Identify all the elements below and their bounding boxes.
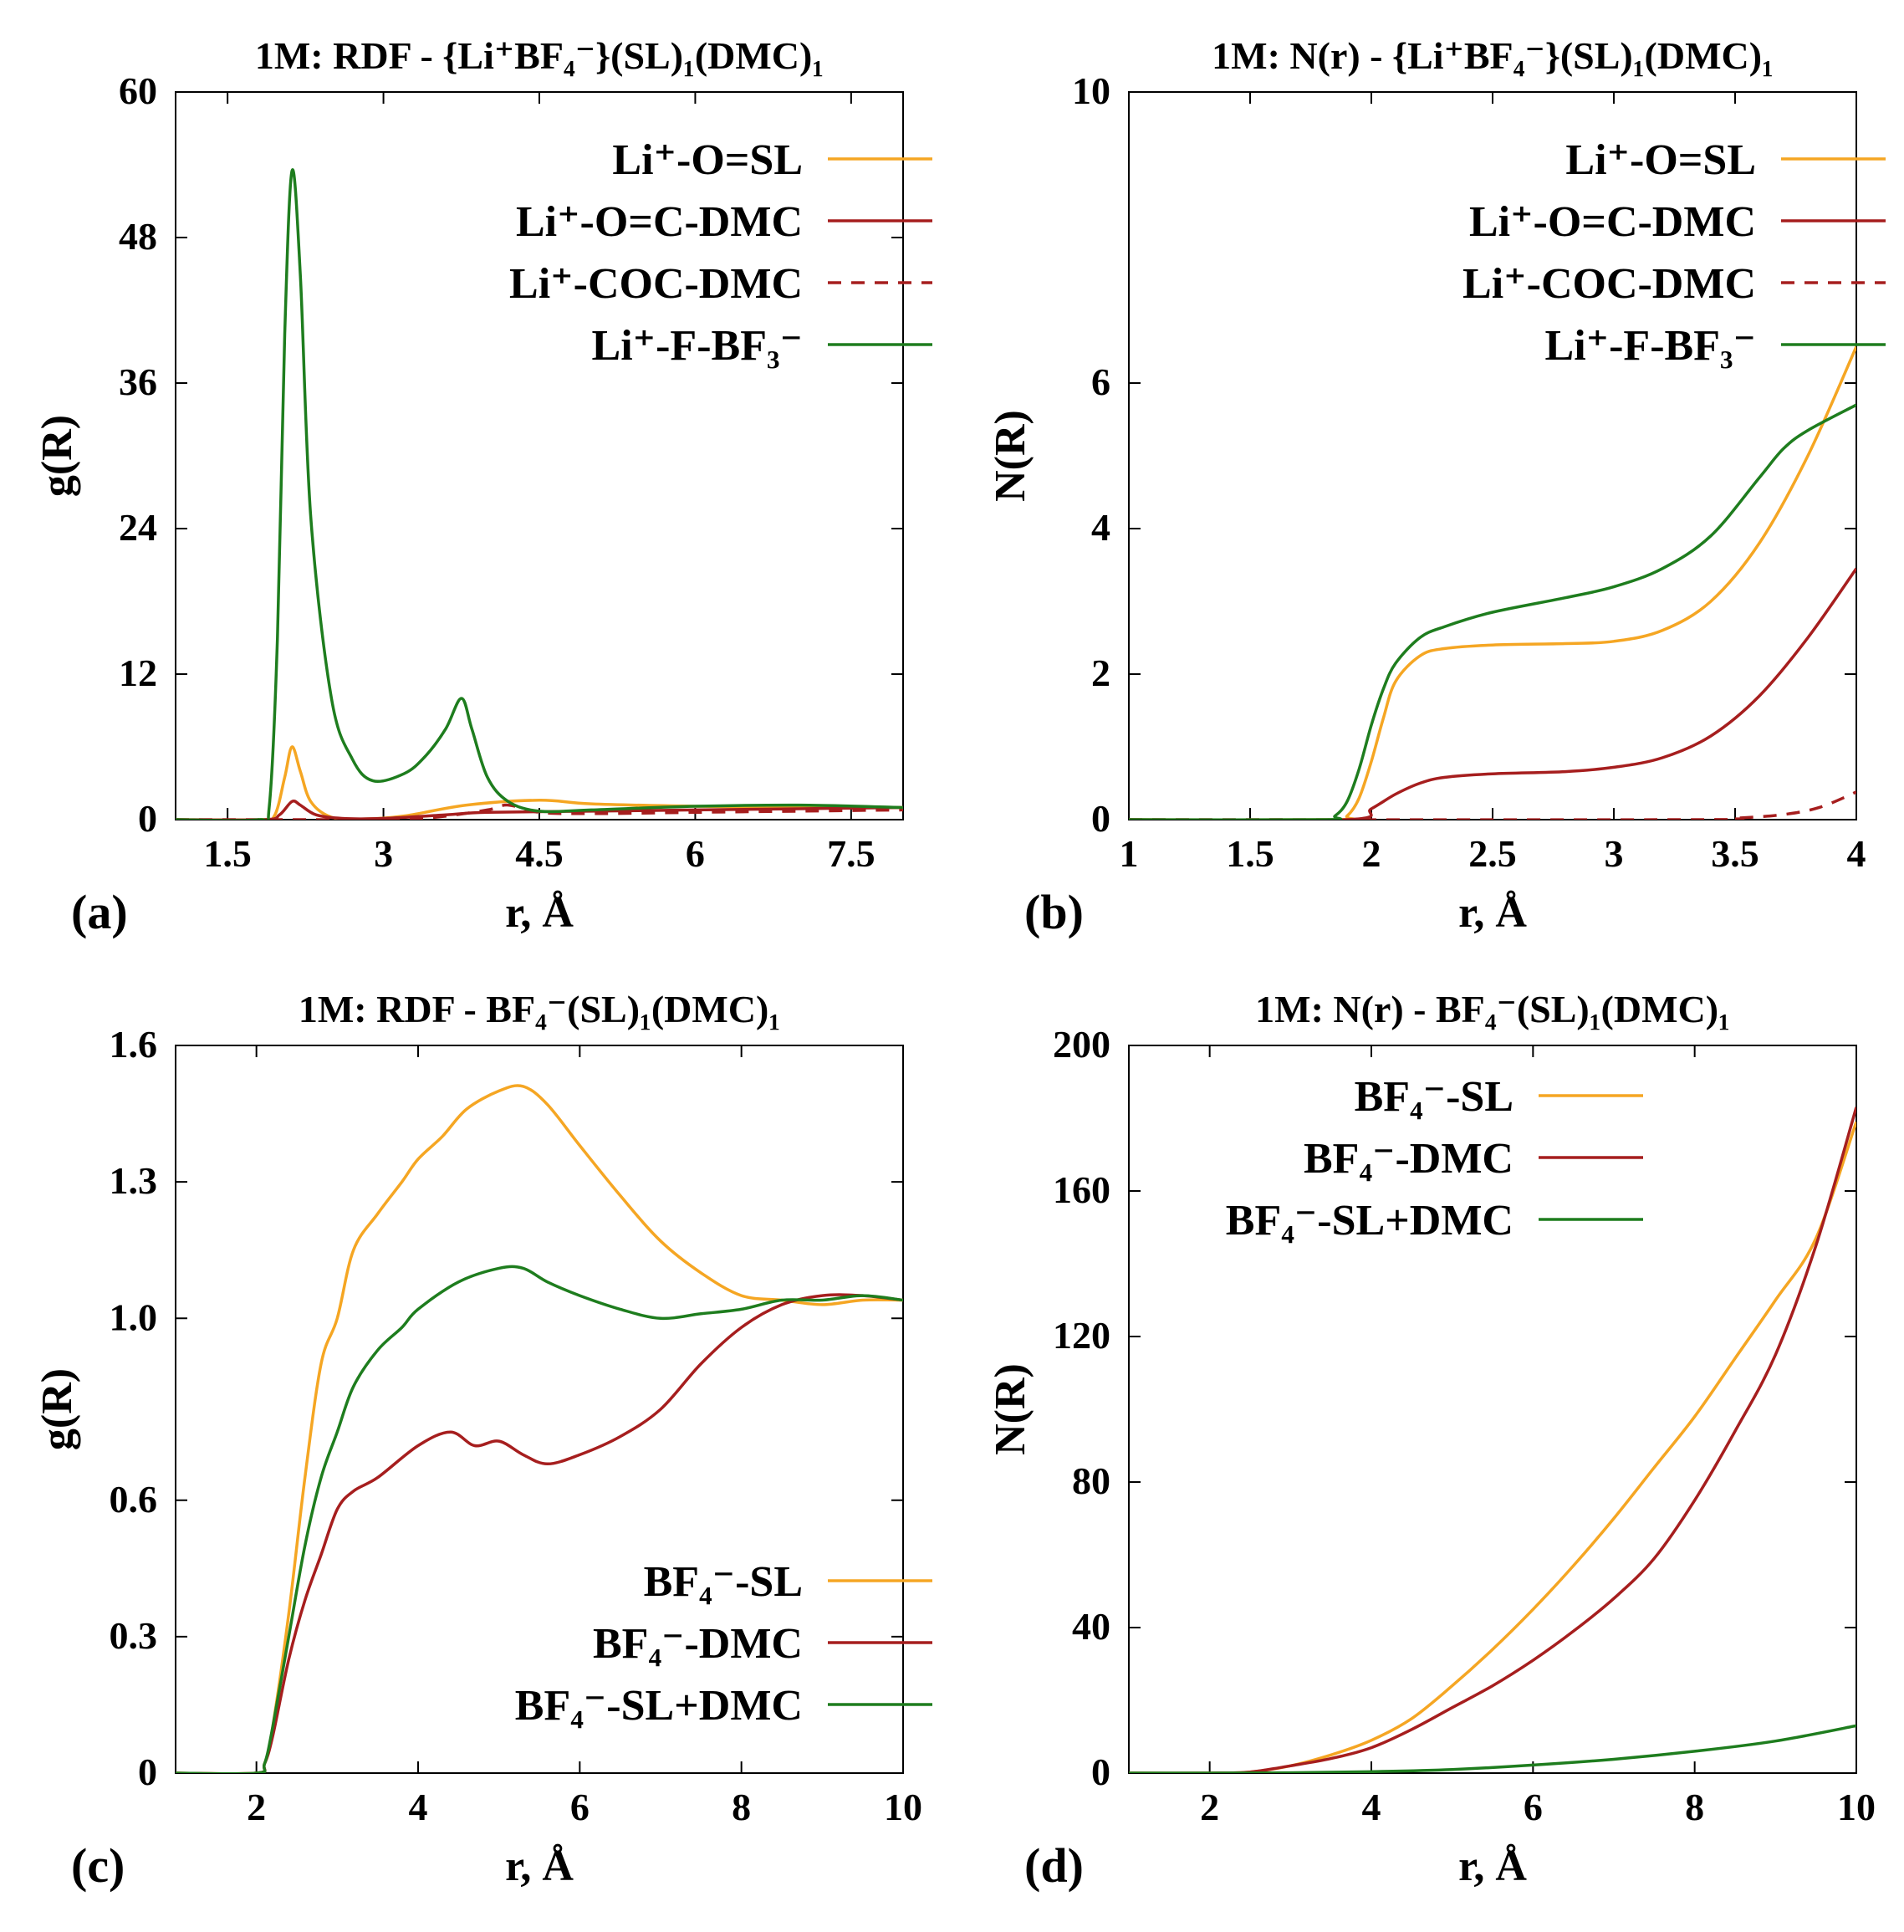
legend: Li⁺-O=SL Li⁺-O=C-DMC Li⁺-COC-DMC Li⁺-F-BF₃⁻ xyxy=(509,136,932,370)
legend-entry: Li⁺-O=C-DMC xyxy=(1469,198,1756,246)
y-tick-label: 160 xyxy=(1053,1168,1110,1211)
legend-entry: BF₄⁻-SL+DMC xyxy=(515,1682,803,1730)
x-tick-label: 10 xyxy=(1837,1786,1876,1828)
x-tick-label: 8 xyxy=(1685,1786,1704,1828)
y-axis-label: N(R) xyxy=(987,410,1034,502)
y-tick-label: 6 xyxy=(1091,360,1110,403)
x-tick-label: 1.5 xyxy=(1226,832,1274,875)
y-tick-label: 0 xyxy=(1091,1751,1110,1793)
legend-entry: Li⁺-COC-DMC xyxy=(1462,260,1756,308)
x-tick-label: 2 xyxy=(1362,832,1381,875)
legend-entry: BF₄⁻-SL xyxy=(1355,1073,1514,1121)
chart-title: 1M: N(r) - {Li⁺BF₄⁻}(SL)₁(DMC)₁ xyxy=(1212,34,1774,77)
y-tick-label: 60 xyxy=(119,69,157,112)
series-line xyxy=(176,1084,903,1773)
y-tick-label: 1.6 xyxy=(110,1023,158,1066)
plot-frame xyxy=(175,1045,904,1774)
legend-entry: BF₄⁻-DMC xyxy=(1304,1135,1514,1183)
y-tick-label: 24 xyxy=(119,506,157,549)
y-tick-label: 80 xyxy=(1072,1459,1110,1502)
panel-2: 1M: N(r) - {Li⁺BF₄⁻}(SL)₁(DMC)₁ 0 2 4 6 10 1 1.… xyxy=(987,34,1886,939)
x-tick-label: 4 xyxy=(1847,832,1866,875)
x-tick-label: 4 xyxy=(409,1786,428,1828)
series-line xyxy=(1129,790,1856,820)
x-tick-label: 3 xyxy=(374,832,393,875)
panel-1: 1M: RDF - {Li⁺BF₄⁻}(SL)₁(DMC)₁0122436486… xyxy=(33,34,932,939)
x-tick-label: 7.5 xyxy=(827,832,875,875)
panel-3: 1M: RDF - BF₄⁻(SL)₁(DMC)₁ 0 0.3 0.6 1.0 1.3 1.… xyxy=(33,988,932,1893)
panel-label: (c) xyxy=(71,1838,125,1893)
legend: Li⁺-O=SL Li⁺-O=C-DMC Li⁺-COC-DMC Li⁺-F-BF₃⁻ xyxy=(1462,136,1886,370)
panel-4: 1M: N(r) - BF₄⁻(SL)₁(DMC)₁ 0 40 80 120 160 200… xyxy=(987,988,1876,1893)
y-tick-label: 0 xyxy=(138,797,157,840)
x-tick-label: 2 xyxy=(1200,1786,1219,1828)
x-axis-label: r, Å xyxy=(505,1843,574,1890)
y-tick-label: 40 xyxy=(1072,1605,1110,1648)
series-line xyxy=(176,1265,903,1773)
y-axis-label: N(R) xyxy=(987,1363,1034,1455)
x-tick-label: 3 xyxy=(1605,832,1624,875)
legend-entry: Li⁺-O=SL xyxy=(1565,136,1756,184)
y-tick-label: 1.3 xyxy=(110,1159,158,1202)
y-tick-label: 36 xyxy=(119,360,157,403)
chart-title: 1M: N(r) - BF₄⁻(SL)₁(DMC)₁ xyxy=(1255,988,1730,1030)
legend-entry: Li⁺-COC-DMC xyxy=(509,260,803,308)
y-tick-label: 0.6 xyxy=(110,1478,158,1521)
y-tick-label: 120 xyxy=(1053,1314,1110,1357)
y-tick-label: 0 xyxy=(1091,797,1110,840)
x-tick-label: 10 xyxy=(884,1786,922,1828)
x-tick-label: 4 xyxy=(1362,1786,1381,1828)
chart-title: 1M: RDF - BF₄⁻(SL)₁(DMC)₁ xyxy=(299,988,780,1030)
x-tick-label: 2 xyxy=(247,1786,266,1828)
panel-label: (a) xyxy=(71,885,128,939)
y-tick-label: 48 xyxy=(119,215,157,258)
series-line xyxy=(1129,345,1856,820)
x-tick-label: 6 xyxy=(1524,1786,1543,1828)
y-tick-label: 1.0 xyxy=(110,1296,158,1338)
y-tick-label: 10 xyxy=(1072,69,1110,112)
y-tick-label: 0 xyxy=(138,1751,157,1793)
y-tick-label: 12 xyxy=(119,652,157,694)
series-line xyxy=(176,1293,903,1773)
x-axis-label: r, Å xyxy=(505,889,574,937)
series-line xyxy=(1129,403,1856,820)
x-tick-label: 6 xyxy=(686,832,705,875)
legend-entry: BF₄⁻-SL+DMC xyxy=(1226,1197,1514,1245)
x-tick-label: 3.5 xyxy=(1711,832,1759,875)
chart-title: 1M: RDF - {Li⁺BF₄⁻}(SL)₁(DMC)₁ xyxy=(255,34,824,77)
y-tick-label: 4 xyxy=(1091,506,1110,549)
legend: BF₄⁻-SL BF₄⁻-DMC BF₄⁻-SL+DMC xyxy=(1226,1073,1643,1245)
series-line xyxy=(1129,567,1856,820)
series-line xyxy=(1129,1107,1856,1773)
series-line xyxy=(1129,1724,1856,1773)
legend: BF₄⁻-SL BF₄⁻-DMC BF₄⁻-SL+DMC xyxy=(515,1558,932,1730)
legend-entry: Li⁺-F-BF₃⁻ xyxy=(592,322,803,370)
plot-frame xyxy=(1128,1045,1857,1774)
y-axis-label: g(R) xyxy=(33,415,81,497)
legend-entry: Li⁺-O=C-DMC xyxy=(516,198,803,246)
y-tick-label: 2 xyxy=(1091,652,1110,694)
legend-entry: Li⁺-F-BF₃⁻ xyxy=(1545,322,1756,370)
series-line xyxy=(176,168,903,820)
y-tick-label: 0.3 xyxy=(110,1614,158,1657)
x-tick-label: 2.5 xyxy=(1468,832,1517,875)
x-tick-label: 6 xyxy=(570,1786,590,1828)
legend-entry: BF₄⁻-SL xyxy=(644,1558,803,1606)
x-axis-label: r, Å xyxy=(1458,1843,1527,1890)
legend-entry: Li⁺-O=SL xyxy=(612,136,803,184)
legend-entry: BF₄⁻-DMC xyxy=(593,1620,803,1668)
panel-label: (d) xyxy=(1024,1838,1084,1893)
x-tick-label: 1.5 xyxy=(203,832,252,875)
panel-label: (b) xyxy=(1024,885,1084,939)
y-axis-label: g(R) xyxy=(33,1368,81,1450)
x-tick-label: 1 xyxy=(1120,832,1139,875)
x-tick-label: 8 xyxy=(732,1786,751,1828)
y-tick-label: 200 xyxy=(1053,1023,1110,1066)
x-axis-label: r, Å xyxy=(1458,889,1527,937)
x-tick-label: 4.5 xyxy=(515,832,564,875)
